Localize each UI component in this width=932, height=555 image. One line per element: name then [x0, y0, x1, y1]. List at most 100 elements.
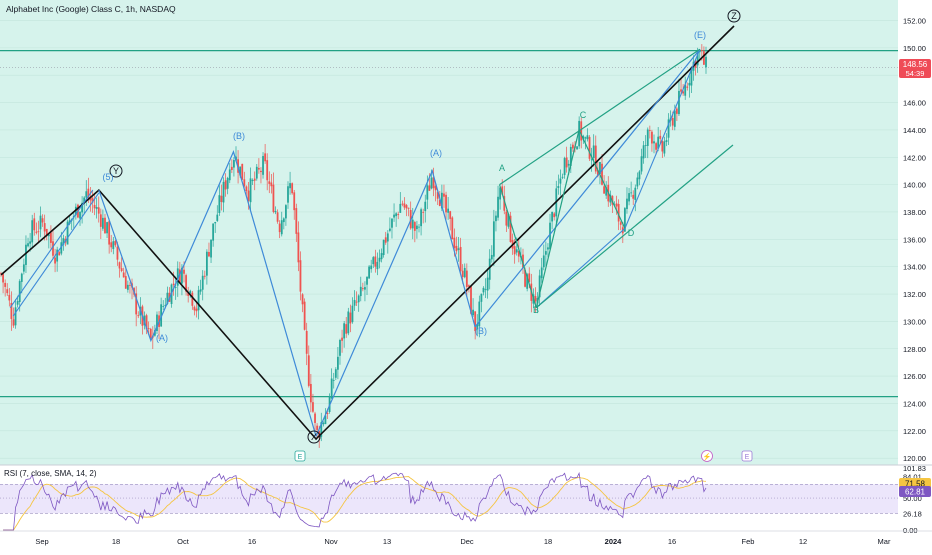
candle-body	[8, 294, 11, 301]
candle-body	[478, 301, 481, 327]
candle-body	[312, 402, 314, 412]
candle-body	[359, 286, 362, 297]
candle-body	[195, 308, 198, 312]
candle-body	[416, 225, 418, 230]
candle-body	[156, 314, 158, 331]
candle-body	[324, 415, 327, 425]
candle-body	[576, 146, 578, 150]
candle-body	[314, 413, 316, 423]
candle-body	[688, 82, 691, 86]
candle-body	[208, 251, 210, 257]
candle-body	[251, 180, 254, 182]
candle-body	[153, 330, 156, 336]
price-tick-label: 132.00	[903, 290, 926, 299]
time-tick-label: Oct	[177, 537, 190, 546]
time-tick-label: Mar	[878, 537, 891, 546]
candle-body	[507, 214, 510, 227]
candle-body	[266, 160, 269, 181]
candle-body	[247, 190, 250, 202]
rsi-line	[3, 471, 707, 531]
candle-body	[183, 269, 185, 274]
candle-body	[145, 315, 148, 330]
candle-body	[120, 268, 123, 271]
candle-body	[623, 208, 626, 232]
candle-body	[453, 237, 456, 249]
wave-labels: Y X Z (5) (A) (B) (A) (B) (E) A B C D	[103, 9, 741, 444]
candle-body	[659, 135, 662, 139]
candle-body	[636, 177, 639, 187]
candle-body	[253, 178, 256, 181]
candle-body	[255, 166, 258, 179]
candle-body	[322, 422, 325, 425]
candle-body	[10, 302, 13, 319]
candle-body	[644, 145, 647, 146]
candle-body	[436, 191, 439, 199]
rsi-band	[0, 484, 898, 514]
candle-body	[164, 304, 167, 306]
candle-body	[83, 197, 86, 204]
candle-body	[653, 141, 655, 144]
split-marker[interactable]: ⚡	[701, 450, 713, 462]
candle-body	[243, 179, 246, 187]
candle-body	[667, 119, 670, 138]
candle-body	[355, 301, 358, 303]
candle-body	[386, 233, 389, 242]
candle-body	[484, 289, 487, 290]
candle-body	[268, 181, 271, 184]
candle-body	[20, 273, 23, 282]
candle-body	[349, 312, 352, 324]
price-tick-label: 134.00	[903, 263, 926, 272]
candle-body	[316, 425, 319, 430]
candle-body	[451, 217, 454, 240]
candle-body	[230, 166, 233, 171]
candle-body	[696, 49, 699, 66]
candle-body	[488, 258, 491, 280]
candle-body	[347, 311, 350, 334]
candle-body	[476, 324, 479, 330]
time-tick-label: 2024	[605, 537, 623, 546]
candle-body	[81, 202, 84, 213]
candle-body	[447, 208, 450, 213]
candle-body	[309, 383, 312, 403]
candle-body	[366, 276, 368, 285]
candle-body	[199, 289, 202, 292]
candle-body	[440, 192, 443, 209]
wave-blue-5	[9, 189, 94, 309]
candle-body	[33, 218, 36, 231]
time-axis[interactable]: Sep 18 Oct 16 Nov 13 Dec 18 2024 16 Feb 12 Mar	[0, 530, 932, 546]
candle-body	[499, 187, 502, 200]
candle-body	[299, 260, 302, 292]
candle-body	[486, 277, 489, 291]
candle-body	[382, 239, 385, 256]
candle-body	[357, 295, 360, 303]
candle-body	[289, 183, 291, 189]
candle-body	[461, 270, 464, 278]
wave-label-y-circle	[109, 164, 123, 178]
candle-body	[642, 145, 645, 159]
earnings-marker-1[interactable]: E	[294, 450, 306, 462]
candle-body	[418, 226, 420, 228]
candle-body	[93, 204, 96, 209]
candle-body	[567, 163, 570, 166]
rsi-tick-label: 0.00	[903, 526, 918, 535]
candle-body	[18, 281, 21, 302]
rsi-pane	[0, 471, 898, 531]
channel-upper	[499, 48, 701, 186]
candle-body	[513, 246, 516, 255]
candle-body	[588, 136, 591, 159]
candle-body	[2, 273, 4, 283]
candle-body	[411, 219, 414, 229]
earnings-marker-2[interactable]: E	[741, 450, 753, 462]
candle-body	[528, 273, 531, 282]
price-tick-label: 150.00	[903, 44, 926, 53]
candle-body	[705, 56, 707, 68]
rsi-tick-label: 84.01	[903, 472, 922, 481]
candle-body	[60, 242, 63, 254]
candle-body	[233, 160, 235, 168]
candle-body	[553, 213, 556, 218]
time-tick-label: Dec	[460, 537, 474, 546]
candle-body	[675, 108, 678, 114]
candle-body	[557, 186, 560, 189]
